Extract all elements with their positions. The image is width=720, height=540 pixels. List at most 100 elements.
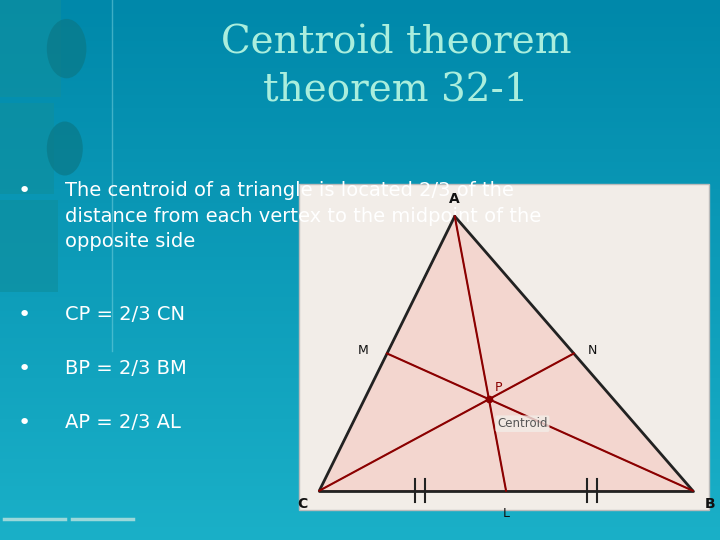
Bar bbox=[0, 418, 720, 426]
Bar bbox=[0, 40, 720, 47]
Bar bbox=[0, 6, 720, 14]
Ellipse shape bbox=[47, 19, 86, 78]
Bar bbox=[0, 0, 61, 97]
Bar bbox=[0, 243, 720, 249]
Bar bbox=[0, 209, 720, 216]
Bar bbox=[0, 68, 720, 74]
Text: •: • bbox=[18, 305, 31, 325]
Bar bbox=[0, 94, 720, 102]
Bar bbox=[0, 189, 720, 195]
Bar bbox=[0, 372, 720, 378]
Bar bbox=[0, 351, 720, 357]
Bar bbox=[0, 519, 720, 526]
Bar bbox=[0, 87, 720, 94]
Polygon shape bbox=[489, 354, 693, 491]
Bar bbox=[0, 291, 720, 297]
Text: •: • bbox=[18, 413, 31, 433]
Text: •: • bbox=[18, 359, 31, 379]
Bar bbox=[0, 378, 720, 384]
Polygon shape bbox=[320, 354, 489, 491]
Text: C: C bbox=[297, 497, 307, 511]
Text: AP = 2/3 AL: AP = 2/3 AL bbox=[65, 413, 181, 432]
Bar bbox=[0, 432, 720, 438]
Bar bbox=[0, 202, 720, 209]
Bar bbox=[0, 472, 720, 480]
Bar bbox=[0, 60, 720, 68]
Text: The centroid of a triangle is located 2/3 of the
distance from each vertex to th: The centroid of a triangle is located 2/… bbox=[65, 181, 541, 252]
Bar bbox=[0, 426, 720, 432]
Bar bbox=[0, 513, 720, 519]
Text: theorem 32-1: theorem 32-1 bbox=[264, 73, 528, 110]
Bar bbox=[0, 270, 720, 276]
Text: Centroid theorem: Centroid theorem bbox=[221, 24, 571, 62]
Bar bbox=[0, 357, 720, 364]
Text: B: B bbox=[388, 327, 395, 338]
Bar bbox=[0, 492, 720, 500]
Bar bbox=[0, 222, 720, 230]
Bar bbox=[0, 324, 720, 330]
Polygon shape bbox=[455, 216, 574, 399]
Bar bbox=[0, 526, 720, 534]
Bar bbox=[0, 263, 720, 270]
Text: P: P bbox=[495, 381, 503, 394]
Bar bbox=[0, 14, 720, 20]
Bar bbox=[0, 465, 720, 472]
Bar bbox=[0, 200, 58, 292]
Bar bbox=[0, 330, 720, 338]
Bar bbox=[0, 303, 720, 310]
Bar bbox=[0, 486, 720, 492]
Bar bbox=[0, 249, 720, 256]
Bar bbox=[0, 459, 720, 465]
Bar bbox=[0, 108, 720, 115]
Bar bbox=[0, 438, 720, 445]
Bar bbox=[0, 54, 720, 60]
Text: L: L bbox=[503, 507, 510, 520]
Bar bbox=[0, 338, 720, 345]
Text: BP = 2/3 BM: BP = 2/3 BM bbox=[65, 359, 186, 378]
Polygon shape bbox=[320, 399, 506, 491]
Bar bbox=[0, 33, 720, 40]
Bar bbox=[0, 128, 720, 135]
Bar bbox=[0, 480, 720, 486]
Bar bbox=[0, 276, 720, 284]
Bar bbox=[0, 230, 720, 237]
Text: •: • bbox=[18, 181, 31, 201]
Bar bbox=[299, 184, 709, 510]
Bar bbox=[0, 148, 720, 156]
Bar bbox=[0, 168, 720, 176]
Text: Centroid: Centroid bbox=[498, 417, 548, 430]
Bar bbox=[0, 256, 720, 263]
Bar bbox=[0, 237, 720, 243]
Bar bbox=[0, 446, 720, 453]
Bar bbox=[0, 141, 720, 149]
Bar bbox=[0, 183, 720, 189]
Bar bbox=[0, 384, 720, 391]
Bar bbox=[0, 405, 720, 411]
Bar bbox=[0, 297, 720, 303]
Bar bbox=[0, 453, 720, 459]
Polygon shape bbox=[387, 216, 489, 399]
Bar bbox=[0, 74, 720, 81]
Bar bbox=[0, 507, 720, 513]
Bar bbox=[0, 195, 720, 202]
Bar bbox=[0, 364, 720, 372]
Text: CP = 2/3 CN: CP = 2/3 CN bbox=[65, 305, 185, 324]
Bar bbox=[0, 345, 720, 351]
Bar bbox=[0, 500, 720, 507]
Bar bbox=[0, 317, 720, 324]
Bar bbox=[0, 411, 720, 418]
Bar bbox=[0, 103, 54, 194]
Bar bbox=[0, 135, 720, 141]
Bar bbox=[0, 392, 720, 399]
Bar bbox=[0, 47, 720, 54]
Bar bbox=[0, 534, 720, 540]
Bar bbox=[0, 310, 720, 317]
Bar bbox=[0, 81, 720, 87]
Bar bbox=[0, 216, 720, 222]
Text: N: N bbox=[588, 344, 598, 357]
Bar bbox=[0, 399, 720, 405]
Bar bbox=[0, 115, 720, 122]
Text: A: A bbox=[449, 192, 460, 206]
Text: B: B bbox=[705, 497, 716, 511]
Bar bbox=[0, 162, 720, 168]
